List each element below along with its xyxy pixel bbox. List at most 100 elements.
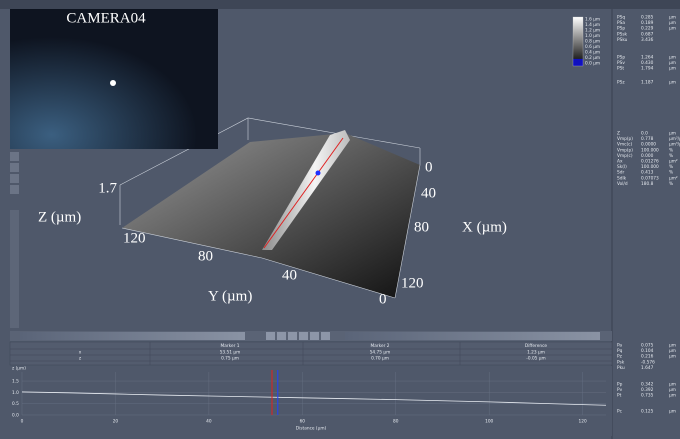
param-value: 1.264 <box>641 55 654 61</box>
param-value: -0.576 <box>641 359 655 365</box>
legend-label: 0.4 µm <box>585 50 600 56</box>
param-value: 1.794 <box>641 66 654 72</box>
param-value: 180.8 <box>641 181 654 187</box>
param-name: Vol/d <box>617 181 628 187</box>
param-name: Z <box>617 131 620 137</box>
x-tick-label: 80 <box>414 219 429 235</box>
param-value: 0.07073 <box>641 175 659 181</box>
marker-table <box>10 342 612 365</box>
param-name: PSa <box>617 20 625 26</box>
param-name: Vmp(p) <box>617 136 633 142</box>
param-name: Vmc(c) <box>617 142 633 148</box>
param-name: Vmp(p) <box>617 147 633 153</box>
param-value: 0.778 <box>641 136 654 142</box>
param-value: 0.075 <box>641 343 654 349</box>
param-unit: % <box>669 147 673 153</box>
param-unit: % <box>669 153 673 159</box>
tool-button[interactable] <box>266 332 275 340</box>
y-tick-label: 120 <box>123 230 146 246</box>
table-cell: x <box>79 351 82 356</box>
profile-chart <box>10 366 612 436</box>
param-unit: % <box>669 164 673 170</box>
title-bar <box>0 0 680 9</box>
slider[interactable] <box>10 210 19 328</box>
param-name: Pku <box>617 365 625 371</box>
param-value: 0.216 <box>641 354 654 360</box>
param-name: Pa <box>617 343 622 349</box>
table-header: Marker 1 <box>221 343 240 349</box>
param-name: Sdlk <box>617 175 627 181</box>
tool-button[interactable] <box>321 332 330 340</box>
x-tick-label: 40 <box>421 185 436 201</box>
tool-button[interactable] <box>10 163 19 172</box>
y-tick-label: 40 <box>282 267 297 283</box>
z-axis-title: Z (µm) <box>38 209 81 225</box>
tool-button[interactable] <box>10 185 19 194</box>
tool-button[interactable] <box>10 174 19 183</box>
param-unit: µm <box>669 67 676 72</box>
param-value: 0.01276 <box>641 159 659 165</box>
z-tick-label: 1.7 <box>98 180 117 196</box>
param-unit: µm <box>669 383 676 388</box>
table-cell: -0.05 µm <box>526 356 545 362</box>
param-unit: % <box>669 170 673 176</box>
param-unit: % <box>669 181 673 187</box>
param-value: 0.430 <box>641 60 654 66</box>
param-unit: µm³/µm² <box>669 142 680 148</box>
tool-button[interactable] <box>288 332 297 340</box>
slider[interactable] <box>20 332 245 340</box>
table-cell: 0.70 µm <box>371 356 389 362</box>
x-tick-label: 20 <box>113 419 119 425</box>
param-name: Pc <box>617 409 623 415</box>
param-unit: µm² <box>669 160 678 165</box>
param-unit: µm <box>669 81 676 86</box>
param-unit: µm <box>669 355 676 360</box>
table-cell: 53.51 µm <box>220 350 241 356</box>
param-name: Ax <box>617 159 623 165</box>
legend-label: 0.6 µm <box>585 44 600 50</box>
param-unit: µm <box>669 21 676 26</box>
tool-button[interactable] <box>10 152 19 161</box>
x-tick-label: 80 <box>393 419 399 425</box>
param-unit: µm <box>669 349 676 354</box>
y-tick-label: 0.5 <box>12 401 19 407</box>
param-value: 0.125 <box>641 409 654 415</box>
param-name: Sk(l) <box>617 164 627 170</box>
x-tick-label: 40 <box>206 419 212 425</box>
table-cell: 1.23 µm <box>527 350 545 356</box>
table-cell: 54.75 µm <box>370 350 391 356</box>
param-name: PSp <box>617 55 625 61</box>
y-axis-title: Y (µm) <box>208 288 252 304</box>
camera-view <box>10 9 218 149</box>
param-unit: µm <box>669 56 676 61</box>
param-unit: µm <box>669 61 676 66</box>
param-name: Sdr <box>617 170 624 176</box>
legend-label: 0.8 µm <box>585 39 600 45</box>
table-header: Difference <box>525 343 548 349</box>
tool-button[interactable] <box>310 332 319 340</box>
color-scale <box>573 17 583 66</box>
table-cell: 0.75 µm <box>221 356 239 362</box>
param-value: 100.000 <box>641 147 659 153</box>
param-name: Pq <box>617 348 623 354</box>
param-name: Pp <box>617 382 623 388</box>
y-tick-label: 0 <box>379 291 387 307</box>
tool-button[interactable] <box>277 332 286 340</box>
x-tick-label: 0 <box>21 419 24 425</box>
tool-button[interactable] <box>299 332 308 340</box>
camera-label: CAMERA04 <box>66 10 146 26</box>
param-unit: µm <box>669 394 676 399</box>
slider[interactable] <box>345 332 600 340</box>
param-unit: µm³/µm² <box>669 136 680 142</box>
param-value: 100.000 <box>641 164 659 170</box>
param-value: 1.647 <box>641 365 654 371</box>
param-unit: µm <box>669 388 676 393</box>
param-value: 0.229 <box>641 26 654 32</box>
legend-label: 1.2 µm <box>585 28 600 34</box>
x-tick-label: 60 <box>300 419 306 425</box>
x-axis-title: Distance (µm) <box>296 426 327 432</box>
x-tick-label: 100 <box>485 419 493 425</box>
param-value: 0.392 <box>641 387 654 393</box>
param-name: PSku <box>617 37 628 43</box>
param-value: 0.285 <box>641 15 654 21</box>
